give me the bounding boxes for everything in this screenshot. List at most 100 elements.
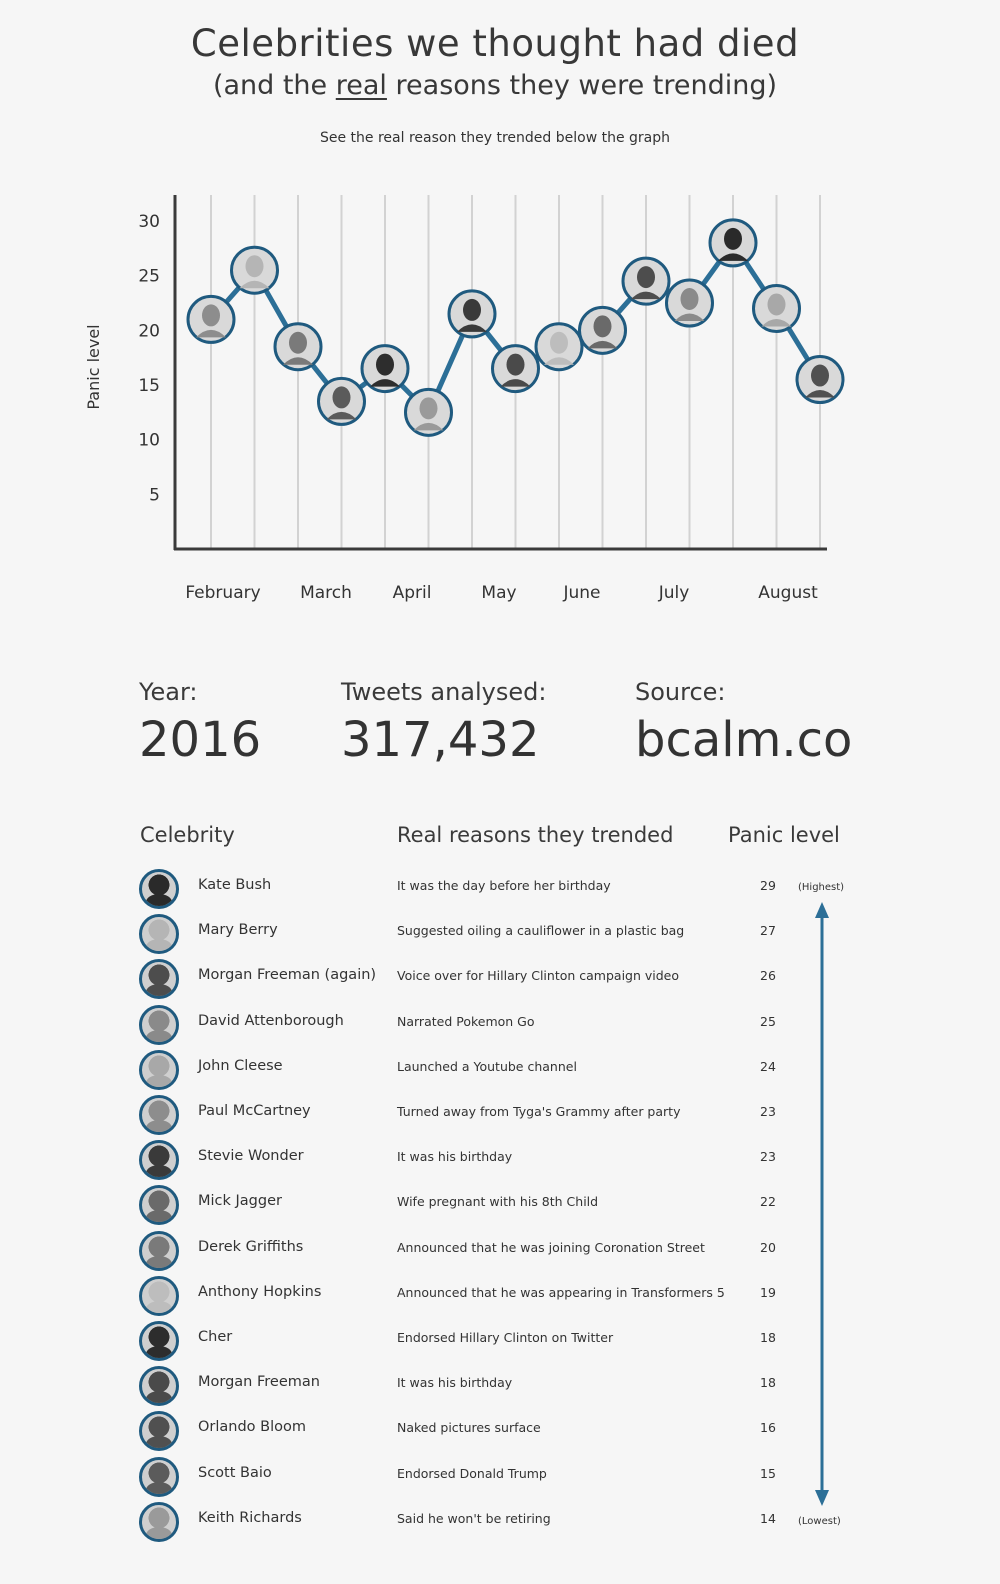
panic-value: 18 xyxy=(760,1330,776,1345)
x-tick-label: March xyxy=(300,583,352,603)
page-title: Celebrities we thought had died xyxy=(190,22,800,65)
x-tick-label: April xyxy=(393,583,432,603)
data-point-face xyxy=(550,331,568,354)
celebrity-name: Morgan Freeman xyxy=(198,1374,320,1390)
celebrity-avatar xyxy=(139,1457,179,1497)
y-tick-label: 30 xyxy=(138,212,160,232)
trend-reason: Wife pregnant with his 8th Child xyxy=(397,1194,599,1209)
celebrity-avatar xyxy=(139,1095,179,1135)
celebrity-name: David Attenborough xyxy=(198,1013,344,1029)
data-point-shoulders xyxy=(718,253,748,261)
celebrity-avatar xyxy=(139,1050,179,1090)
celebrity-avatar xyxy=(139,1321,179,1361)
celebrity-avatar xyxy=(139,1276,179,1316)
table-row: Cher Endorsed Hillary Clinton on Twitter 1… xyxy=(0,1318,1000,1362)
data-point-face xyxy=(419,397,438,420)
celebrity-name: Stevie Wonder xyxy=(198,1148,304,1164)
celebrity-name: Scott Baio xyxy=(198,1465,272,1481)
page-subtitle: (and the real reasons they were trending… xyxy=(0,70,990,101)
celebrity-avatar xyxy=(139,869,179,909)
data-point-face xyxy=(463,298,481,321)
panic-value: 18 xyxy=(760,1375,776,1390)
panic-value: 16 xyxy=(760,1420,776,1435)
table-row: Kate Bush It was the day before her birth… xyxy=(0,866,1000,910)
y-tick-label: 20 xyxy=(138,321,160,341)
celebrity-name: John Cleese xyxy=(198,1058,283,1074)
panic-value: 15 xyxy=(760,1466,776,1481)
table-row: Derek Griffiths Announced that he was joi… xyxy=(0,1228,1000,1272)
trend-reason: Naked pictures surface xyxy=(397,1420,541,1435)
data-point-face xyxy=(376,353,394,376)
trend-reason: Endorsed Donald Trump xyxy=(397,1466,547,1481)
data-point-shoulders xyxy=(370,379,400,387)
table-header-reason: Real reasons they trended xyxy=(397,823,674,847)
trend-reason: Suggested oiling a cauliflower in a plas… xyxy=(397,923,685,938)
celebrity-avatar xyxy=(139,1231,179,1271)
trend-reason: Narrated Pokemon Go xyxy=(397,1014,535,1029)
celebrity-avatar xyxy=(139,959,179,999)
celebrity-avatar xyxy=(139,1185,179,1225)
y-tick-label: 25 xyxy=(138,267,160,287)
lowest-marker: (Lowest) xyxy=(798,1516,841,1527)
celebrity-avatar xyxy=(139,1366,179,1406)
trend-reason: Launched a Youtube channel xyxy=(397,1059,577,1074)
table-row: Mick Jagger Wife pregnant with his 8th Ch… xyxy=(0,1182,1000,1226)
panic-value: 23 xyxy=(760,1104,776,1119)
panic-value: 26 xyxy=(760,968,776,983)
table-row: Mary Berry Suggested oiling a cauliflower… xyxy=(0,911,1000,955)
celebrity-name: Keith Richards xyxy=(198,1510,302,1526)
panic-value: 25 xyxy=(760,1014,776,1029)
data-point-face xyxy=(332,386,351,409)
data-point-face xyxy=(811,364,829,387)
subtitle-suffix: reasons they were trending) xyxy=(395,70,778,101)
y-axis-label: Panic level xyxy=(84,324,103,409)
table-row: David Attenborough Narrated Pokemon Go 25 xyxy=(0,1002,1000,1046)
data-point-shoulders xyxy=(587,340,618,349)
panic-value: 24 xyxy=(760,1059,776,1074)
panic-value: 22 xyxy=(760,1194,776,1209)
year-value: 2016 xyxy=(139,712,262,768)
data-point-shoulders xyxy=(196,329,226,338)
celebrity-avatar xyxy=(139,1502,179,1542)
data-point-face xyxy=(593,315,612,338)
source-label: Source: xyxy=(635,678,726,706)
table-row: Scott Baio Endorsed Donald Trump 15 xyxy=(0,1454,1000,1498)
data-point-shoulders xyxy=(631,291,661,300)
trend-reason: It was the day before her birthday xyxy=(397,878,611,893)
celebrity-name: Orlando Bloom xyxy=(198,1419,307,1435)
trend-reason: It was his birthday xyxy=(397,1149,513,1164)
table-row: John Cleese Launched a Youtube channel 24 xyxy=(0,1047,1000,1091)
data-point-face xyxy=(680,288,699,310)
trend-reason: Announced that he was joining Coronation… xyxy=(397,1240,705,1255)
celebrity-name: Mick Jagger xyxy=(198,1193,282,1209)
trend-reason: Voice over for Hillary Clinton campaign … xyxy=(397,968,680,983)
celebrity-name: Paul McCartney xyxy=(198,1103,311,1119)
panic-level-chart: 5 10 15 20 25 30 Panic level February March April… xyxy=(84,195,845,603)
data-point-shoulders xyxy=(544,357,574,365)
trend-reason: Announced that he was appearing in Trans… xyxy=(397,1285,725,1300)
data-point-shoulders xyxy=(413,422,444,431)
x-tick-label: July xyxy=(658,583,690,603)
y-tick-label: 15 xyxy=(138,376,160,396)
x-tick-label: August xyxy=(758,583,818,603)
celebrity-avatar xyxy=(139,1005,179,1045)
data-point-face xyxy=(245,255,264,278)
data-point-shoulders xyxy=(457,324,487,332)
celebrity-avatar xyxy=(139,914,179,954)
x-tick-label: June xyxy=(562,583,600,603)
y-tick-label: 5 xyxy=(149,485,160,505)
x-tick-label: May xyxy=(481,583,516,603)
celebrity-name: Mary Berry xyxy=(198,922,278,938)
data-point-face xyxy=(637,266,655,289)
data-point-shoulders xyxy=(500,379,531,387)
subtitle-prefix: (and the xyxy=(212,70,328,101)
celebrity-avatar xyxy=(139,1411,179,1451)
panic-scale-arrow xyxy=(815,902,829,1506)
table-row: Stevie Wonder It was his birthday 23 xyxy=(0,1137,1000,1181)
panic-value: 14 xyxy=(760,1511,776,1526)
table-row: Morgan Freeman It was his birthday 18 xyxy=(0,1363,1000,1407)
data-point-shoulders xyxy=(239,280,270,289)
data-point-shoulders xyxy=(805,390,835,398)
panic-value: 23 xyxy=(760,1149,776,1164)
table-header-panic: Panic level xyxy=(728,823,840,847)
